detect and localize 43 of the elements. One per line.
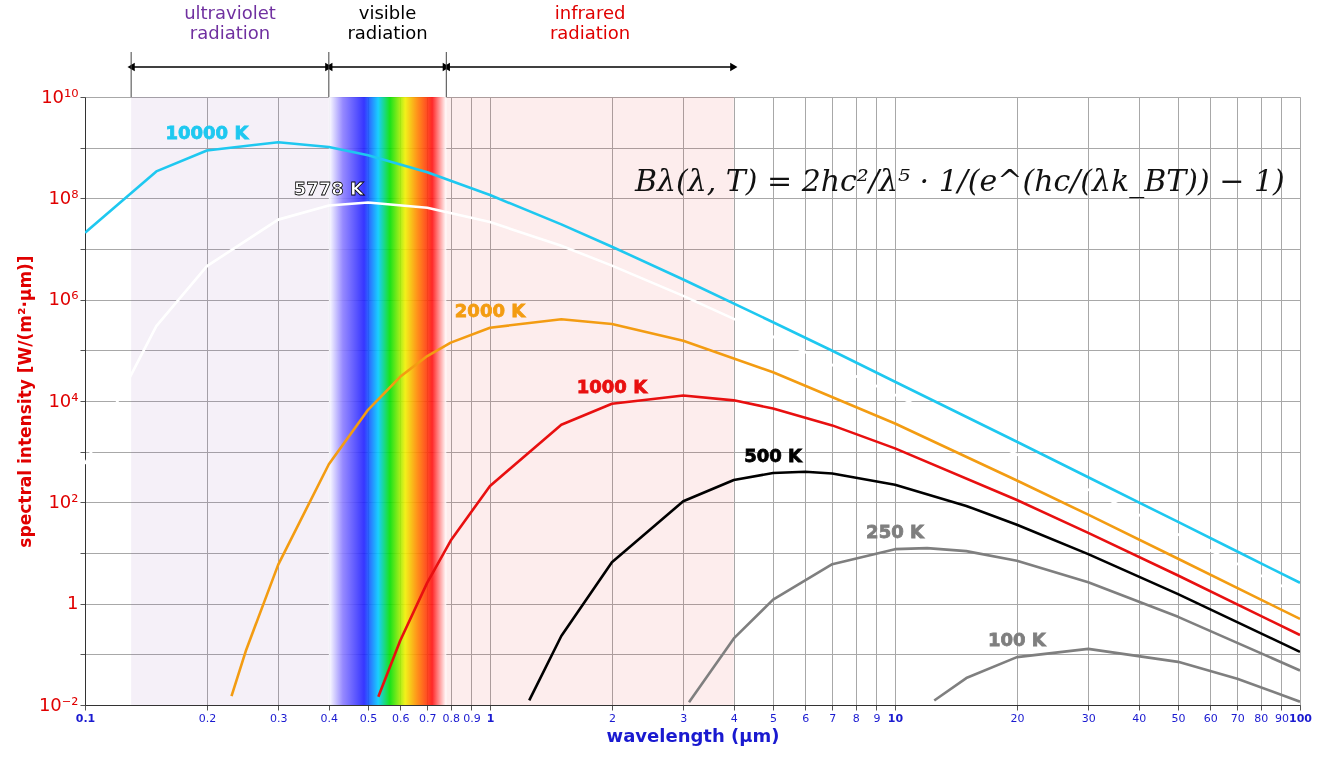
x-axis-title: wavelength (µm) — [606, 724, 780, 746]
y-tick-label: 10² — [48, 490, 79, 512]
x-tick-label: 70 — [1230, 711, 1245, 725]
series-label: 1000 K — [576, 375, 649, 397]
x-tick-label: 0.6 — [391, 711, 410, 725]
x-tick-label: 80 — [1254, 711, 1269, 725]
x-tick-label: 6 — [802, 711, 810, 725]
x-tick-label: 5 — [770, 711, 778, 725]
x-tick-label: 100 — [1289, 711, 1313, 725]
y-tick-label: 10⁶ — [48, 288, 79, 310]
series-label: 2000 K — [454, 299, 527, 321]
x-tick-label: 0.2 — [198, 711, 217, 725]
x-tick-label: 7 — [829, 711, 837, 725]
y-axis-title: spectral intensity [W/(m²·µm)] — [14, 255, 35, 548]
x-tick-label: 0.3 — [269, 711, 288, 725]
y-tick-label: 10¹⁰ — [41, 85, 79, 107]
series-label: 10000 K — [165, 122, 250, 144]
x-tick-label: 50 — [1171, 711, 1186, 725]
x-tick-label: 0.9 — [463, 711, 481, 725]
x-tick-label: 60 — [1203, 711, 1218, 725]
series-label: 500 K — [744, 444, 804, 466]
x-tick-label: 9 — [873, 711, 881, 725]
y-tick-label: 10⁸ — [48, 186, 79, 208]
x-tick-label: 0.5 — [359, 711, 378, 725]
x-tick-label: 40 — [1132, 711, 1147, 725]
x-tick-label: 1 — [486, 711, 495, 725]
x-tick-label: 10 — [887, 711, 904, 725]
x-tick-label: 30 — [1081, 711, 1096, 725]
y-tick-label: 10⁴ — [48, 389, 79, 411]
x-tick-label: 90 — [1274, 711, 1289, 725]
x-tick-label: 3 — [680, 711, 688, 725]
x-tick-label: 0.4 — [320, 711, 339, 725]
y-tick-label: 1 — [67, 592, 79, 614]
x-tick-label: 0.8 — [442, 711, 460, 725]
x-tick-label: 0.7 — [419, 711, 437, 725]
band-label: infrared radiation — [549, 2, 631, 43]
band-label: ultraviolet radiation — [184, 2, 276, 43]
x-tick-label: 4 — [730, 711, 738, 725]
x-tick-label: 20 — [1010, 711, 1025, 725]
x-tick-label: 8 — [852, 711, 860, 725]
annotation: Bλ(λ, T) = 2hc²/λ⁵ · 1/(e^(hc/(λk_BT)) − 1) — [633, 163, 1285, 199]
x-tick-label: 2 — [608, 711, 616, 725]
band-label: visible radiation — [347, 2, 428, 43]
